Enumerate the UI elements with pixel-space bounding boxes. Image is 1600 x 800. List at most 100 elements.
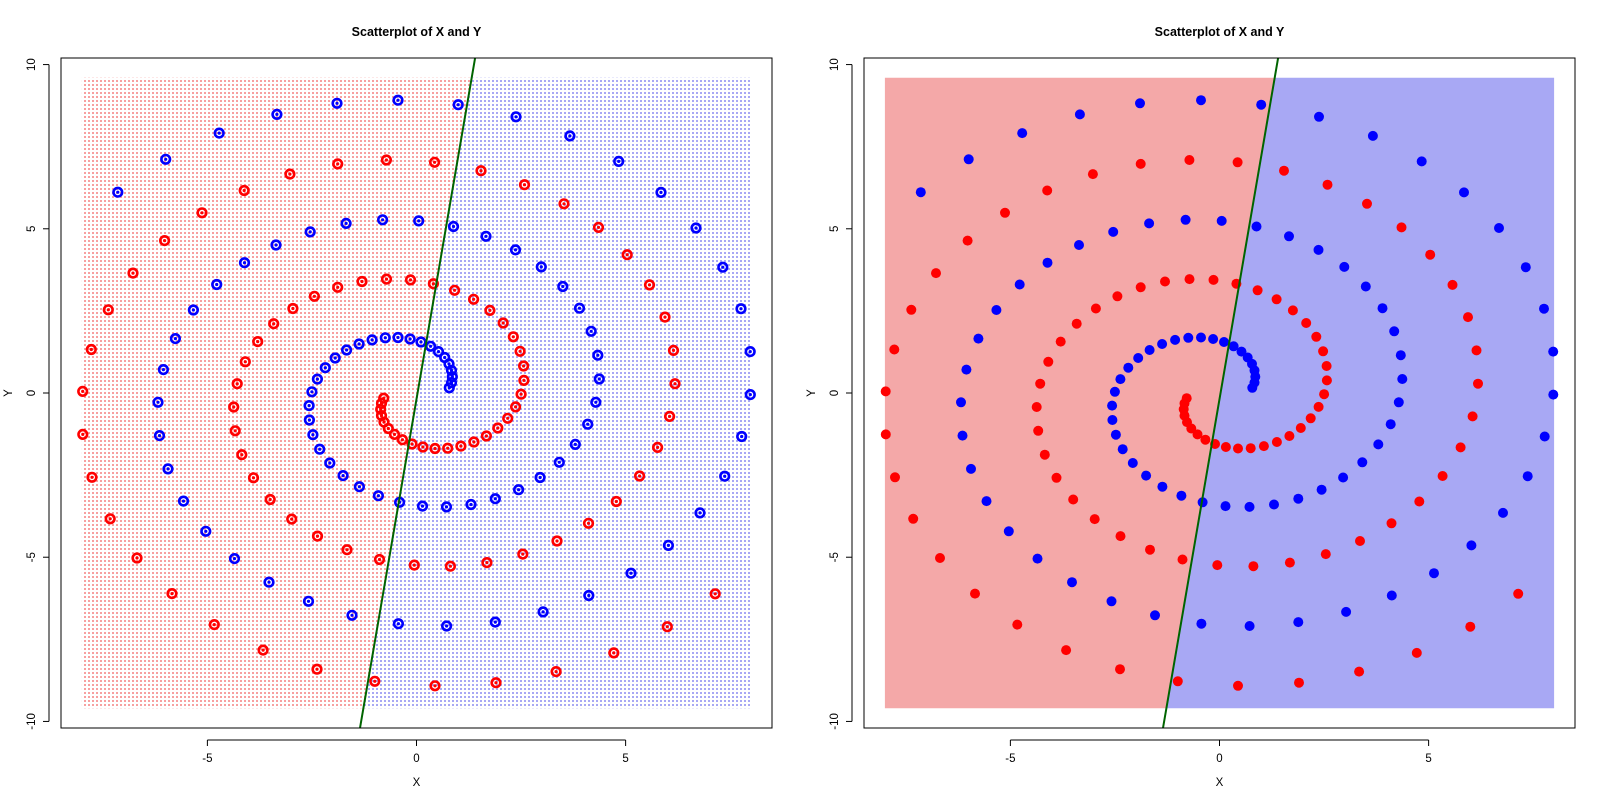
data-point	[1471, 345, 1482, 356]
data-point-center	[345, 548, 349, 552]
data-point	[445, 377, 458, 389]
data-point-center	[291, 306, 295, 311]
data-point	[112, 186, 124, 198]
data-point	[935, 553, 945, 563]
data-point	[1316, 484, 1327, 495]
data-point	[1220, 442, 1231, 452]
data-point-center	[568, 134, 572, 138]
y-tick-label: 10	[829, 58, 841, 71]
decision-region-red	[884, 77, 1275, 709]
data-point	[1494, 223, 1504, 233]
data-point-center	[586, 521, 591, 525]
data-point	[1074, 240, 1084, 250]
data-point	[304, 226, 316, 238]
y-axis-label: Y	[806, 389, 818, 397]
data-point	[331, 97, 343, 109]
data-point-center	[506, 416, 510, 420]
data-point-center	[335, 101, 339, 105]
data-point	[1269, 499, 1279, 510]
data-point	[1455, 442, 1466, 453]
data-point	[213, 127, 225, 139]
data-point-center	[396, 98, 400, 102]
data-point	[160, 153, 172, 165]
data-point	[880, 386, 891, 397]
data-point-center	[625, 253, 629, 257]
data-point-center	[513, 248, 518, 252]
data-point	[970, 588, 980, 599]
data-point	[311, 373, 324, 385]
data-point	[353, 481, 366, 493]
data-point	[744, 346, 756, 358]
data-point	[1466, 540, 1477, 551]
data-point	[177, 495, 190, 507]
y-tick-label: 0	[26, 390, 38, 396]
data-point	[507, 331, 519, 343]
data-point	[517, 360, 530, 372]
data-point	[404, 333, 416, 345]
data-point-center	[596, 353, 600, 357]
data-point	[1160, 276, 1170, 287]
data-point	[736, 430, 748, 443]
data-point-center	[412, 563, 416, 567]
data-point-center	[396, 335, 400, 340]
data-point	[377, 214, 389, 226]
data-point	[131, 552, 143, 564]
data-point	[489, 616, 501, 628]
data-point	[382, 422, 394, 435]
data-point	[590, 396, 602, 408]
data-point	[166, 587, 178, 600]
data-point	[475, 165, 487, 177]
plot-border	[60, 57, 773, 729]
x-tick-label: 5	[622, 753, 628, 765]
data-point	[1208, 334, 1219, 344]
data-point	[1012, 619, 1023, 630]
data-point-center	[373, 679, 377, 683]
data-point	[302, 595, 315, 607]
data-point-center	[408, 278, 413, 282]
data-point-center	[204, 529, 208, 533]
data-point	[324, 457, 336, 469]
data-point	[517, 548, 529, 560]
data-point	[1395, 350, 1406, 361]
data-point	[1473, 378, 1483, 389]
data-point	[1112, 291, 1123, 302]
data-point	[1258, 441, 1269, 452]
data-point	[396, 434, 409, 446]
data-point-center	[739, 307, 743, 311]
data-point	[651, 441, 664, 454]
data-point-center	[392, 432, 397, 436]
data-point-center	[384, 158, 388, 162]
data-point	[613, 155, 625, 167]
x-tick-label: -5	[202, 753, 212, 765]
data-point	[1429, 568, 1439, 579]
data-point-center	[589, 329, 593, 333]
data-point-center	[522, 183, 527, 187]
data-point	[271, 108, 283, 120]
data-point	[341, 344, 353, 356]
data-point	[1192, 429, 1203, 440]
data-point	[481, 556, 493, 569]
data-point-center	[116, 190, 120, 194]
data-point	[610, 495, 622, 508]
data-point	[1362, 198, 1372, 209]
data-point	[518, 374, 530, 387]
data-point	[287, 302, 299, 315]
data-point	[1107, 415, 1118, 425]
data-point-center	[459, 444, 463, 448]
data-point	[931, 268, 941, 279]
data-point-center	[235, 382, 239, 386]
data-point	[621, 249, 633, 261]
data-point	[427, 278, 440, 290]
data-point	[515, 388, 527, 400]
data-point	[1039, 449, 1050, 460]
data-point	[1090, 303, 1101, 314]
x-tick-label: -5	[1005, 753, 1015, 765]
data-point-center	[522, 364, 526, 368]
data-point-center	[597, 377, 601, 381]
data-point	[557, 280, 569, 293]
data-point	[332, 158, 344, 170]
data-point	[1228, 341, 1239, 352]
data-point	[535, 261, 547, 273]
data-point	[1183, 332, 1194, 343]
data-point	[1339, 261, 1350, 272]
